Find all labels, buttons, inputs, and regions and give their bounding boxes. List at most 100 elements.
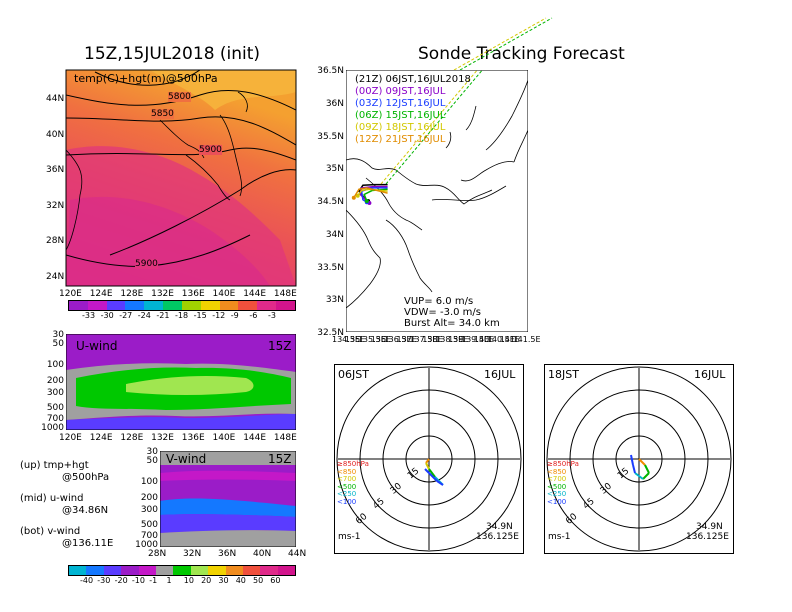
hodograph-unit: ms-1 xyxy=(548,532,571,542)
lon-tick-label: 137E xyxy=(396,335,417,344)
contour-label: 5900 xyxy=(135,259,158,269)
hodo-legend-item: ≥850hPa xyxy=(547,460,579,468)
lat-tick-label: 28N xyxy=(148,549,167,559)
lat-tick-label: 28N xyxy=(46,236,65,246)
colorbar-tick-label: -9 xyxy=(230,311,239,320)
lon-tick-label: 136.5E xyxy=(383,335,412,344)
pressure-tick-label: 700 xyxy=(140,531,158,541)
colorbar-tick-label: -20 xyxy=(114,576,128,585)
hodo-legend-item: <100 xyxy=(337,497,357,506)
lon-tick-label: 124E xyxy=(89,289,113,299)
hodo-legend-item: <100 xyxy=(547,497,567,506)
lon-tick-label: 132E xyxy=(151,289,174,299)
right-title: Sonde Tracking Forecast xyxy=(418,44,625,64)
lat-tick-label: 36N xyxy=(46,165,65,175)
colorbar-tick-label: 40 xyxy=(235,576,246,585)
lon-tick-label: 135E xyxy=(344,335,366,344)
lat-tick-label: 32N xyxy=(46,200,65,211)
pressure-tick-label: 1000 xyxy=(135,540,158,550)
lon-tick-label: 124E xyxy=(89,433,113,443)
hodograph-ring xyxy=(546,366,732,552)
contour-label: 5850 xyxy=(151,109,174,119)
track-legend-item: (09Z) 18JST,16JUL xyxy=(355,122,446,133)
track-legend-item: (12Z) 21JST,16JUL xyxy=(355,134,446,145)
hodo-legend-item: <500 xyxy=(547,482,567,491)
vup-text: VUP= 6.0 m/s xyxy=(404,296,474,307)
note-line: @136.11E xyxy=(62,538,114,549)
hodo-legend-item: <700 xyxy=(547,475,567,483)
colorbar-tick-label: 60 xyxy=(270,576,281,585)
hodograph-lat: 34.9N xyxy=(696,522,723,532)
top-map-label: temp(C)+hgt(m)@500hPa xyxy=(74,72,218,85)
v-wind-time: 15Z xyxy=(268,452,292,466)
hodograph-lon: 136.125E xyxy=(686,532,729,542)
lon-tick-label: 141.5E xyxy=(512,335,541,344)
track-line xyxy=(353,187,388,199)
pressure-tick-label: 50 xyxy=(146,456,158,466)
hodograph-trace xyxy=(436,480,444,486)
u-wind-panel xyxy=(66,334,296,430)
lat-tick-label: 44N xyxy=(46,94,65,104)
lon-tick-label: 132E xyxy=(151,433,174,443)
lon-tick-label: 144E xyxy=(243,433,267,443)
lat-tick-label: 40N xyxy=(46,129,65,140)
note-line: (bot) v-wind xyxy=(20,526,81,537)
hodograph-date: 16JUL xyxy=(484,368,516,381)
lon-tick-label: 128E xyxy=(120,289,144,299)
lat-tick-label: 32N xyxy=(183,549,202,559)
hodograph-time: 18JST xyxy=(548,368,579,381)
lon-tick-label: 139E xyxy=(448,335,469,344)
hodo-legend-item: ≥850hPa xyxy=(337,460,369,468)
track-legend-item: (03Z) 12JST,16JUL xyxy=(355,98,446,109)
lat-tick-label: 36N xyxy=(218,549,237,559)
temperature-field xyxy=(66,70,296,286)
pressure-tick-label: 700 xyxy=(46,414,64,424)
lon-tick-label: 140E xyxy=(212,433,236,443)
colorbar-tick-label: -3 xyxy=(268,311,276,320)
hodograph-trace xyxy=(630,454,634,466)
note-line: @34.86N xyxy=(62,505,109,516)
lon-tick-label: 120E xyxy=(59,433,82,443)
colorbar-tick-label: -30 xyxy=(97,576,111,585)
lon-tick-label: 136E xyxy=(181,289,205,299)
lon-tick-label: 148E xyxy=(273,433,297,443)
lon-tick-label: 136E xyxy=(370,335,392,344)
lon-tick-label: 148E xyxy=(273,289,297,299)
lon-tick-label: 128E xyxy=(120,433,144,443)
lat-tick-label: 34N xyxy=(325,229,344,240)
lon-tick-label: 120E xyxy=(59,289,82,299)
track-endpoint xyxy=(355,193,360,198)
hodograph-trace xyxy=(642,472,650,480)
lon-tick-label: 136E xyxy=(181,433,205,443)
hodograph-trace xyxy=(632,464,636,474)
hodograph-ring xyxy=(336,366,522,552)
colorbar-tick-label: 50 xyxy=(253,576,264,585)
track-endpoint xyxy=(351,195,356,200)
track-legend-item: (21Z) 06JST,16JUL2018 xyxy=(355,74,471,85)
colorbar-tick-label: -15 xyxy=(193,311,207,320)
lat-tick-label: 33.5N xyxy=(317,262,344,273)
lon-tick-label: 135.5E xyxy=(357,335,386,344)
left-title: 15Z,15JUL2018 (init) xyxy=(84,44,261,64)
dashed-line-overflow xyxy=(453,17,553,70)
lat-tick-label: 36.5N xyxy=(317,66,344,76)
pressure-tick-label: 100 xyxy=(140,477,158,487)
lat-tick-label: 40N xyxy=(253,549,272,559)
hodo-legend-item: <250 xyxy=(547,490,567,498)
lat-tick-label: 35.5N xyxy=(317,131,344,142)
lon-tick-label: 140E xyxy=(473,335,495,344)
pressure-tick-label: 300 xyxy=(46,388,64,398)
u-wind-label: U-wind xyxy=(76,339,118,353)
hodograph-trace xyxy=(634,472,644,480)
v-wind-panel xyxy=(160,451,296,547)
colorbar-tick-label: 10 xyxy=(183,576,194,585)
vdw-text: VDW= -3.0 m/s xyxy=(404,307,481,318)
track-endpoint xyxy=(364,199,369,203)
colorbar-tick-label: -24 xyxy=(137,311,151,320)
hodograph-trace xyxy=(425,458,430,464)
pressure-tick-label: 200 xyxy=(46,376,64,386)
hodograph-lon: 136.125E xyxy=(476,532,519,542)
pressure-tick-label: 500 xyxy=(140,520,158,530)
colorbar-tick-label: -40 xyxy=(80,576,94,585)
